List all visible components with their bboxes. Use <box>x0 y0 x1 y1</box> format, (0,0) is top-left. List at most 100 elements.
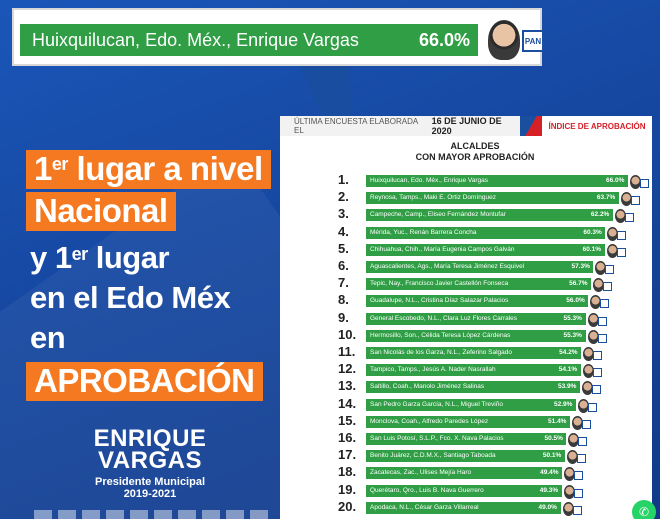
approval-value-label: 54.2% <box>559 349 578 356</box>
ranking-row: 4. Mérida, Yuc., Renán Barrera Concha 60.3… <box>280 224 652 241</box>
party-logo-icon <box>605 265 615 274</box>
rank-number: 6. <box>338 258 349 273</box>
candidate-first-name: ENRIQUE <box>93 425 207 452</box>
ranking-row: 16. San Luis Potosí, S.L.P., Fco. X. Nava… <box>280 430 652 447</box>
rank-number: 20. <box>338 498 357 514</box>
rank-number: 8. <box>338 292 349 308</box>
mayor-photo <box>582 364 594 379</box>
survey-date: 16 DE JUNIO DE 2020 <box>431 116 502 136</box>
mayor-photo <box>566 450 578 465</box>
headline-line-2: Nacional <box>26 192 176 231</box>
party-logo-icon <box>640 179 649 188</box>
party-logo-icon <box>582 419 592 429</box>
candidate-role: Presidente Municipal <box>94 476 206 488</box>
approval-value-label: 63.7% <box>596 194 616 202</box>
mayor-photo <box>630 175 641 189</box>
rank-number: 2. <box>338 189 349 205</box>
ranking-row: 19. Querétaro, Qro., Luis B. Nava Guerrer… <box>280 482 652 499</box>
mayor-photo <box>595 261 607 275</box>
party-logo-icon <box>616 247 626 257</box>
party-logo-icon <box>617 230 627 240</box>
approval-value-label: 52.9% <box>553 400 573 408</box>
approval-bar: Querétaro, Qro., Luis B. Nava Guerrero <box>366 484 562 497</box>
panel-header: ÚLTIMA ENCUESTA ELABORADA EL 16 DE JUNIO… <box>280 116 652 136</box>
candidate-block: ENRIQUE VARGAS Presidente Municipal 2019… <box>80 425 220 501</box>
ranking-row: 10. Hermosillo, Son., Célida Teresa López… <box>280 327 652 344</box>
mayor-photo <box>587 329 599 344</box>
rank-number: 10. <box>338 326 357 342</box>
whatsapp-icon[interactable]: ✆ <box>632 500 656 519</box>
party-logo-icon <box>587 402 597 412</box>
party-logo-icon <box>592 368 602 378</box>
banner-bar: Huixquilucan, Edo. Méx., Enrique Vargas … <box>20 24 478 56</box>
approval-value-label: 57.3% <box>571 263 590 270</box>
approval-bar: Hermosillo, Son., Célida Teresa López Cá… <box>366 329 586 342</box>
approval-value-label: 49.0% <box>538 503 557 511</box>
headline-line-4: en el Edo Méx <box>30 280 231 315</box>
rank-number: 14. <box>338 395 357 411</box>
rank-number: 4. <box>338 223 349 239</box>
faded-caption <box>34 510 274 519</box>
approval-bar: Tampico, Tamps., Jesús A. Nader Nasralla… <box>366 364 581 377</box>
approval-bar: Campeche, Camp., Eliseo Fernández Montuf… <box>366 209 613 222</box>
approval-bar: Monclova, Coah., Alfredo Paredes López <box>366 415 571 428</box>
mayor-photo <box>606 243 618 258</box>
party-logo-icon <box>597 333 607 343</box>
ranking-row: 18. Zacatecas, Zac., Ulises Mejía Haro 49.… <box>280 464 652 482</box>
mayor-photo <box>572 415 584 430</box>
rank-number: 17. <box>338 447 357 463</box>
ranking-row: 8. Guadalupe, N.L., Cristina Díaz Salazar… <box>280 292 652 310</box>
rank-number: 5. <box>338 240 349 256</box>
rank-number: 1. <box>338 172 349 187</box>
rank-number: 13. <box>338 378 357 394</box>
party-logo-icon <box>624 213 634 223</box>
ranking-panel: ÚLTIMA ENCUESTA ELABORADA EL 16 DE JUNIO… <box>280 116 652 519</box>
chart-title: ALCALDES CON MAYOR APROBACIÓN <box>415 141 535 162</box>
party-logo-icon <box>603 282 613 292</box>
ranking-row: 3. Campeche, Camp., Eliseo Fernández Mont… <box>280 206 652 224</box>
highlight-banner: Huixquilucan, Edo. Méx., Enrique Vargas … <box>12 8 544 66</box>
approval-value-label: 60.3% <box>583 228 602 236</box>
approval-bar: Mérida, Yuc., Renán Barrera Concha <box>366 226 606 239</box>
rank-number: 3. <box>338 206 349 222</box>
approval-value-label: 49.4% <box>540 469 559 477</box>
approval-bar: Aguascalientes, Ags., María Teresa Jimén… <box>366 261 594 273</box>
headline-line-3: y 1er lugar <box>30 240 170 275</box>
party-logo-icon <box>578 437 588 446</box>
approval-bar: Benito Juárez, C.D.M.X., Santiago Taboad… <box>366 450 565 463</box>
party-logo-icon <box>597 316 607 326</box>
party-logo-icon <box>630 196 640 206</box>
approval-value-label: 62.2% <box>590 211 610 219</box>
ranking-row: 9. General Escobedo, N.L., Clara Luz Flor… <box>280 310 652 327</box>
ranking-row: 15. Monclova, Coah., Alfredo Paredes Lópe… <box>280 413 652 430</box>
survey-label: ÚLTIMA ENCUESTA ELABORADA EL <box>294 117 418 135</box>
mayor-photo <box>614 209 626 224</box>
mayor-photo <box>590 295 602 310</box>
approval-bar: Zacatecas, Zac., Ulises Mejía Haro <box>366 467 563 480</box>
mayor-photo <box>607 226 619 241</box>
party-logo-icon <box>591 385 601 395</box>
approval-value-label: 56.7% <box>569 280 588 288</box>
headline-line-5: en <box>30 320 66 355</box>
mayor-photo <box>562 501 574 516</box>
ranking-row: 7. Tepic, Nay., Francisco Javier Castelló… <box>280 275 652 293</box>
party-logo-icon <box>572 505 582 515</box>
banner-value: 66.0% <box>418 29 470 50</box>
approval-bar: Chihuahua, Chih., María Eugenia Campos G… <box>366 243 605 256</box>
approval-bar: Saltillo, Coah., Manolo Jiménez Salinas <box>366 381 580 394</box>
approval-bar: San Luis Potosí, S.L.P., Fco. X. Nava Pa… <box>366 433 567 445</box>
approval-bar: Huixquilucan, Edo. Méx., Enrique Vargas <box>366 175 628 187</box>
approval-value-label: 49.3% <box>539 486 559 494</box>
candidate-photo <box>488 20 520 60</box>
mayor-photo <box>593 278 605 293</box>
rank-number: 16. <box>338 430 357 445</box>
rank-number: 19. <box>338 481 357 497</box>
approval-bar: Tepic, Nay., Francisco Javier Castellón … <box>366 278 592 291</box>
approval-bar: San Pedro Garza García, N.L., Miguel Tre… <box>366 398 576 411</box>
ranking-row: 11. San Nicolás de los Garza, N.L., Zefer… <box>280 344 652 361</box>
approval-bar: San Nicolás de los Garza, N.L., Zeferino… <box>366 347 582 359</box>
rank-number: 9. <box>338 309 349 325</box>
approval-value-label: 55.3% <box>563 331 582 339</box>
mayor-photo <box>577 398 589 413</box>
mayor-photo <box>564 467 576 482</box>
